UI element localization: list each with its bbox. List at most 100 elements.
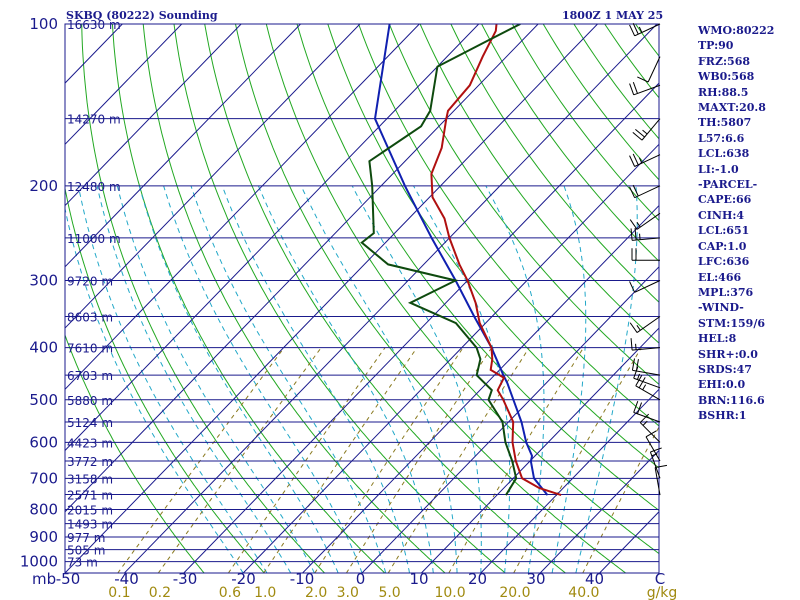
index-line: CAP:1.0 xyxy=(698,239,747,253)
wind-barb xyxy=(654,464,668,496)
height-label: 977 m xyxy=(67,531,105,545)
wind-barb-flag xyxy=(651,453,658,457)
wind-barb-flag xyxy=(642,420,648,426)
wind-barbs xyxy=(629,23,668,496)
wind-barb xyxy=(639,413,661,443)
isotherms xyxy=(0,24,659,573)
isotherm-line xyxy=(65,24,539,513)
wind-barb-staff xyxy=(636,212,661,230)
mixing-ratio-label: 40.0 xyxy=(568,585,599,600)
wind-barb xyxy=(637,56,661,83)
mixing-ratio-line xyxy=(227,347,386,573)
wind-barb-flag xyxy=(631,358,636,371)
isotherm-line xyxy=(480,388,659,573)
wind-barb xyxy=(645,430,661,462)
moist-adiabat-line xyxy=(138,185,339,573)
wind-barb xyxy=(631,358,661,376)
mixing-ratio-line xyxy=(582,426,659,573)
wind-barb-staff xyxy=(633,377,661,389)
mixing-ratio-line xyxy=(345,347,493,573)
wind-barb xyxy=(629,23,661,37)
dry-adiabat-line xyxy=(142,24,446,573)
isotherm-line xyxy=(302,204,659,573)
wind-barb-flag xyxy=(655,464,668,468)
station-title: SKBQ (80222) Sounding xyxy=(66,9,218,22)
height-label: 12480 m xyxy=(67,180,121,194)
temperature-tick-label: -50 xyxy=(56,570,81,588)
moist-adiabat-line xyxy=(551,185,587,573)
moist-adiabat-line xyxy=(163,185,363,573)
wind-barb-flag xyxy=(638,26,643,33)
wind-barb-staff xyxy=(634,154,661,167)
height-label: 16630 m xyxy=(67,18,121,32)
wind-barb-staff xyxy=(645,436,661,462)
index-line: -PARCEL- xyxy=(698,178,758,192)
mixing-ratio-label: 0.6 xyxy=(219,585,241,600)
height-label: 7610 m xyxy=(67,342,113,356)
dry-adiabat-line xyxy=(388,24,659,386)
mixing-ratio-line xyxy=(157,347,322,573)
pressure-tick-label: 200 xyxy=(29,177,58,195)
wind-barb-flag xyxy=(636,373,640,380)
moist-adiabat-line xyxy=(351,185,482,573)
dry-adiabat-line xyxy=(65,333,205,573)
wind-barb-flag xyxy=(635,343,637,350)
mixing-ratio-unit-label: g/kg xyxy=(647,585,678,600)
isotherm-line xyxy=(65,24,420,391)
indices-panel: WMO:80222 TP:90 FRZ:568 WB0:568 RH:88.5 MAXT:… xyxy=(698,23,798,424)
wind-barb-flag xyxy=(629,322,638,333)
wind-barb-flag xyxy=(632,153,639,166)
dry-adiabat-line xyxy=(450,24,659,303)
moist-adiabat-line xyxy=(575,185,638,573)
dry-adiabat-line xyxy=(358,24,659,427)
mixing-ratio-label: 1.0 xyxy=(254,585,276,600)
wind-barb xyxy=(629,280,661,293)
height-label: 2571 m xyxy=(67,488,113,502)
height-label: 3158 m xyxy=(67,472,113,486)
mixing-ratio-line xyxy=(513,347,642,573)
wind-barb-flag xyxy=(645,430,657,438)
mixing-ratio-line xyxy=(117,347,285,573)
isotherm-line xyxy=(124,24,658,573)
height-label: 5880 m xyxy=(67,394,113,408)
index-line: FRZ:568 xyxy=(698,54,751,68)
moist-adiabat-line xyxy=(300,185,458,573)
dry-adiabat-line xyxy=(481,24,659,263)
height-label: 11000 m xyxy=(67,232,121,246)
wind-barb-flag xyxy=(629,83,635,96)
wind-barb-staff xyxy=(635,385,661,401)
wind-barb xyxy=(633,401,661,423)
isotherm-line xyxy=(65,24,183,146)
temperature-tick-label: 10 xyxy=(409,570,428,588)
wind-barb xyxy=(649,447,662,479)
wind-barb-flag xyxy=(634,228,637,241)
pressure-tick-label: 300 xyxy=(29,272,58,290)
index-line: SHR+:0.0 xyxy=(698,347,758,361)
wind-barb-staff xyxy=(654,467,661,496)
height-label: 9720 m xyxy=(67,275,113,289)
height-label: 14270 m xyxy=(67,113,121,127)
wind-barb xyxy=(630,338,661,351)
wind-barb-flag xyxy=(630,338,633,351)
height-label: 4423 m xyxy=(67,436,113,450)
isotherm-line xyxy=(65,24,301,268)
isotherm-line xyxy=(539,449,659,573)
mixing-ratio-labels: 0.1 0.2 0.6 1.0 2.0 3.0 5.0 10.0 20.0 40.0 g/kg xyxy=(108,585,677,600)
wind-barb-flag xyxy=(629,186,636,198)
isotherm-line xyxy=(65,24,361,329)
parcel-trace xyxy=(373,24,549,496)
wind-barb-flag xyxy=(632,82,638,94)
moist-adiabat-line xyxy=(65,206,244,573)
mixing-ratio-label: 3.0 xyxy=(337,585,359,600)
temperature-unit-label: C xyxy=(655,570,665,588)
pressure-tick-label: 400 xyxy=(29,339,58,357)
index-line: BSHR:1 xyxy=(698,409,747,423)
pressure-unit-label: mb xyxy=(32,570,56,588)
moist-adiabat-line xyxy=(413,185,511,573)
dry-adiabat-line xyxy=(296,24,659,512)
pressure-tick-label: 100 xyxy=(29,15,58,33)
wind-barb-flag xyxy=(632,23,639,35)
height-label: 5124 m xyxy=(67,416,113,430)
isotherm-line xyxy=(0,24,4,573)
